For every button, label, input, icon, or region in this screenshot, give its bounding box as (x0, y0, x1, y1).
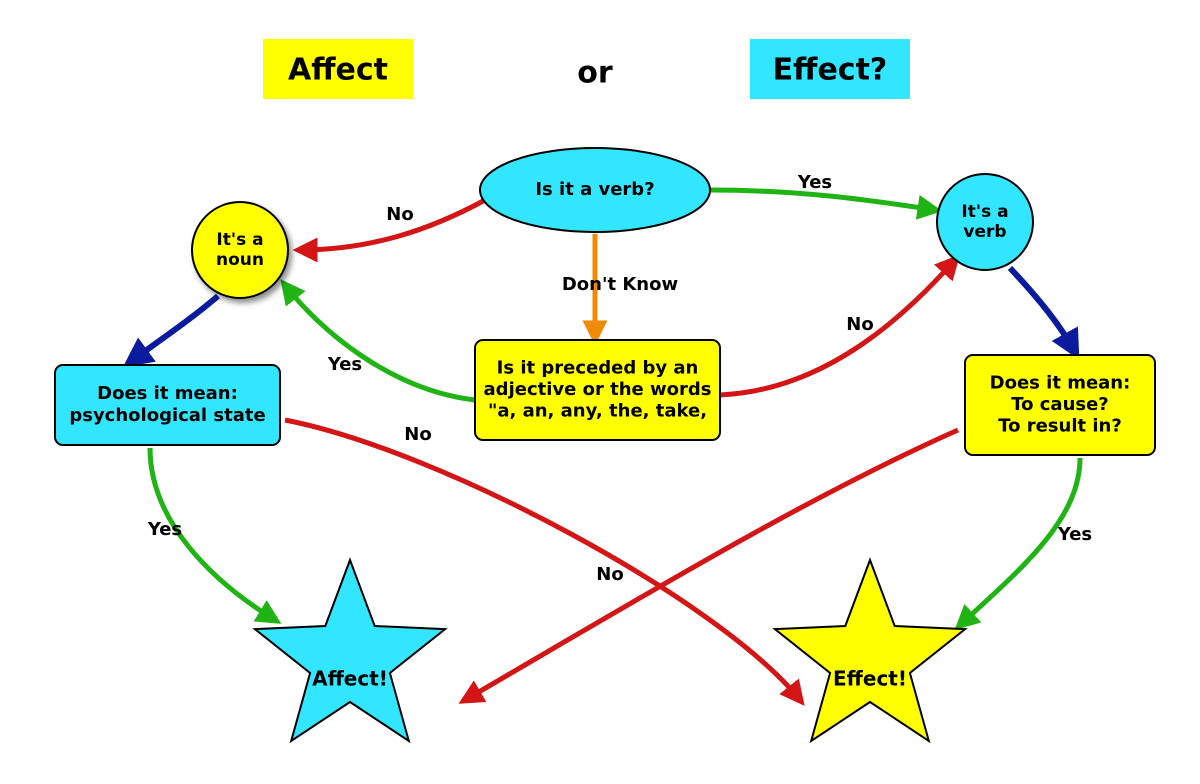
node-noun-label-1: noun (216, 250, 264, 270)
edge-preceded-yes (285, 285, 475, 400)
header-effect-text: Effect? (773, 53, 888, 88)
edge-label-isverb-no: No (386, 204, 413, 225)
edge-label-isverb-dk: Don't Know (562, 274, 678, 295)
node-isverb-label-0: Is it a verb? (535, 179, 654, 200)
edge-label-psych-no: No (404, 424, 431, 445)
node-cause: Does it mean:To cause?To result in? (965, 355, 1155, 455)
node-verb-label-0: It's a (961, 202, 1008, 222)
node-psych: Does it mean:psychological state (55, 365, 280, 445)
header-affect-text: Affect (288, 53, 388, 88)
node-affect_star-label-0: Affect! (312, 667, 388, 691)
node-preceded-label-1: adjective or the words (484, 379, 712, 400)
edge-preceded-no (720, 260, 955, 395)
node-preceded: Is it preceded by anadjective or the wor… (475, 340, 720, 440)
node-affect_star: Affect! (255, 560, 445, 741)
edge-label-isverb-yes: Yes (797, 172, 832, 193)
node-noun-label-0: It's a (216, 230, 263, 250)
node-cause-label-0: Does it mean: (990, 372, 1131, 393)
edge-verb-cause (1010, 268, 1075, 352)
node-isverb: Is it a verb? (480, 148, 710, 232)
node-cause-label-2: To result in? (998, 416, 1122, 437)
node-psych-label-1: psychological state (69, 405, 265, 426)
node-noun: It's anoun (192, 202, 288, 298)
node-psych-label-0: Does it mean: (97, 383, 238, 404)
edge-label-preceded-yes: Yes (327, 354, 362, 375)
nodes-layer: Is it a verb?It's anounIt's averbIs it p… (55, 148, 1155, 741)
edge-label-cause-yes: Yes (1057, 524, 1092, 545)
node-verb-label-1: verb (963, 222, 1006, 242)
node-effect_star: Effect! (775, 560, 965, 741)
node-effect_star-label-0: Effect! (833, 667, 907, 691)
edge-label-cause-no: No (596, 564, 623, 585)
edge-label-psych-yes: Yes (147, 519, 182, 540)
header-or-text: or (577, 56, 613, 91)
node-preceded-label-2: "a, an, any, the, take, (488, 401, 707, 422)
node-preceded-label-0: Is it preceded by an (497, 357, 699, 378)
edge-noun-psych (130, 296, 218, 362)
edge-label-preceded-no: No (846, 314, 873, 335)
edge-isverb-yes (710, 190, 935, 210)
node-verb: It's averb (937, 174, 1033, 270)
node-cause-label-1: To cause? (1011, 394, 1109, 415)
